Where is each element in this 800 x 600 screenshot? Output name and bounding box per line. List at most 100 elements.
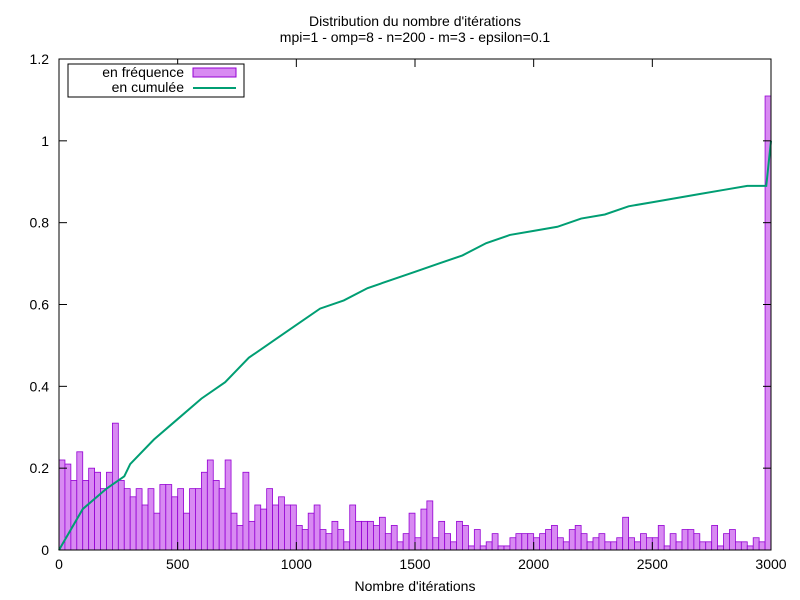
frequency-bar [307,512,315,551]
frequency-bar [218,488,226,551]
frequency-bar [711,525,718,551]
y-tick-label: 1.2 [30,51,50,67]
frequency-bar [628,537,635,551]
x-tick-label: 2500 [637,556,668,572]
x-tick-label: 3000 [755,556,786,572]
frequency-bar [88,467,95,551]
frequency-bar [141,504,149,551]
frequency-bar [426,500,434,551]
frequency-bar [319,529,327,551]
frequency-bar [384,533,392,551]
frequency-bar [248,520,256,551]
legend-label-cumulative: en cumulée [112,79,185,95]
frequency-bar [444,533,452,551]
chart-title: Distribution du nombre d'itérations [309,13,521,29]
frequency-bar [266,488,274,551]
frequency-bar [651,537,659,551]
frequency-bar [491,533,499,551]
frequency-bar [497,545,505,551]
frequency-bar [117,480,125,551]
frequency-bar [527,533,535,551]
frequency-bar [622,516,629,551]
frequency-bar [509,537,517,551]
frequency-bar [325,533,333,551]
frequency-bar [100,488,107,551]
frequency-bar [58,459,66,551]
frequency-bar [646,537,653,551]
frequency-bar [717,545,724,551]
frequency-bar [735,541,742,551]
x-tick-label: 2000 [518,556,549,572]
frequency-bar [729,529,736,551]
frequency-bar [76,451,84,551]
frequency-bar [212,480,220,551]
frequency-bar [82,480,90,551]
frequency-bar [402,533,410,551]
frequency-bar [521,533,529,551]
y-tick-label: 0.6 [30,297,50,313]
frequency-bar [135,488,143,551]
frequency-bar [284,504,291,551]
frequency-bar [515,533,523,551]
plot-frame [58,58,772,551]
chart-subtitle: mpi=1 - omp=8 - n=200 - m=3 - epsilon=0.… [280,29,551,45]
frequency-bar [557,537,564,551]
legend-label-frequency: en fréquence [102,64,184,80]
frequency-bar [657,525,665,551]
frequency-bar [533,537,540,551]
y-tick-label: 1 [41,133,49,149]
frequency-bar [378,516,386,551]
x-tick-label: 500 [166,556,190,572]
frequency-bar [568,529,576,551]
frequency-bar [414,537,422,551]
frequency-bar [289,504,297,551]
frequency-bar [367,520,374,551]
frequency-bar [301,529,309,551]
frequency-bar [106,471,113,551]
frequency-bar [373,525,380,551]
frequency-bar [503,545,511,551]
frequency-bar [432,537,440,551]
y-tick-label: 0.8 [30,215,50,231]
frequency-bar [580,533,588,551]
frequency-bar [479,545,487,551]
frequency-bar [165,484,173,551]
frequency-bar [699,541,707,551]
frequency-bar [390,525,398,551]
frequency-bar [313,504,321,551]
frequency-bar [663,545,671,551]
frequency-bar [693,533,701,551]
x-tick-label: 1000 [281,556,312,572]
frequency-bar [545,529,552,551]
frequency-bar [254,504,262,551]
frequency-bar [189,488,196,551]
frequency-bar [592,537,600,551]
x-axis-label: Nombre d'itérations [355,578,476,594]
frequency-bar [450,541,457,551]
frequency-bar [206,459,214,551]
frequency-bar [200,471,208,551]
frequency-bar [551,525,558,551]
frequency-bar [687,529,695,551]
frequency-bar [740,541,748,551]
frequency-bar [177,488,184,551]
frequency-bar [610,541,618,551]
frequency-bar [574,525,582,551]
frequency-bar [723,533,730,551]
frequency-bar [337,529,345,551]
frequency-bar [171,496,179,551]
frequency-bar [355,520,363,551]
frequency-bar [562,541,570,551]
frequency-bar [343,541,351,551]
frequency-bar [331,520,339,551]
frequency-bar [159,484,167,551]
frequency-bar [242,471,250,551]
frequency-bar [485,541,493,551]
frequency-bar [634,541,641,551]
frequency-bar [598,533,606,551]
frequency-bar [752,537,760,551]
frequency-bar [616,537,624,551]
frequency-bar [183,512,190,551]
frequency-bar [70,480,78,551]
